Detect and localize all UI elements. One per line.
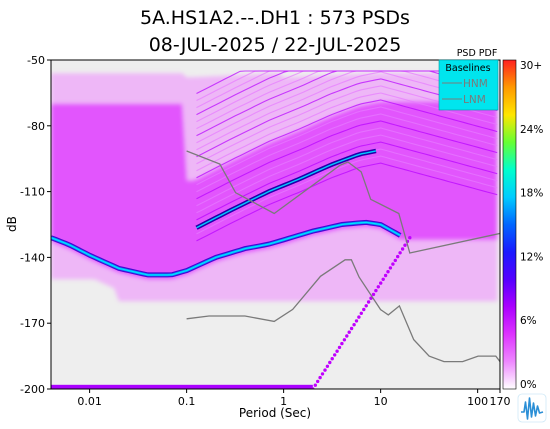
dotted-line-point (316, 379, 320, 384)
legend-box (438, 59, 499, 111)
y-tick-label: -110 (20, 186, 45, 199)
dotted-line-point (379, 281, 383, 285)
dotted-line (311, 236, 412, 389)
dotted-line-point (342, 338, 347, 342)
colorbar-tick-label: 0% (520, 379, 537, 391)
pdf-streak (196, 106, 498, 186)
pdf-streak (196, 162, 498, 242)
dotted-line-point (340, 341, 344, 346)
dotted-line-point (403, 243, 407, 247)
dotted-line-point (347, 330, 351, 334)
dotted-line-point (391, 262, 395, 266)
dotted-line-point (393, 258, 397, 263)
dotted-line-point (345, 334, 349, 338)
y-tick-label: -140 (20, 251, 45, 264)
colorbar: PSD PDF 30+ 24% 18% 12% 6% 0% (457, 48, 544, 391)
floor-band (51, 384, 313, 389)
colorbar-tick-label: 24% (520, 124, 543, 136)
dotted-line-point (349, 326, 354, 331)
plot-frame (50, 59, 501, 390)
pdf-streak (196, 120, 498, 200)
logo (517, 393, 547, 423)
x-tick-label: 170 (490, 395, 511, 408)
colorbar-tick-label: 18% (520, 188, 543, 200)
dotted-line-point (408, 236, 412, 240)
x-axis: 0.01 0.1 1 10 100 170 (77, 389, 511, 408)
y-axis: -50 -80 -110 -140 -170 -200 (20, 54, 51, 396)
x-tick-label: 0.1 (178, 395, 196, 408)
upper-band-core (196, 150, 377, 229)
y-tick-label: -200 (20, 383, 45, 396)
pdf-streak (196, 92, 498, 172)
pdf-streak (196, 127, 498, 207)
dotted-line-point (398, 251, 402, 255)
dotted-line-point (333, 353, 337, 357)
colorbar-tick-label: 30+ (520, 60, 542, 72)
dotted-line-point (359, 311, 363, 315)
y-axis-label: dB (5, 216, 19, 232)
pdf-streak (196, 141, 498, 221)
dotted-line-point (354, 319, 359, 323)
y-tick-label: -50 (27, 54, 45, 67)
y-tick-label: -80 (27, 120, 45, 133)
legend-hnm-label: HNM (463, 78, 488, 90)
mode-band-core (51, 221, 401, 276)
x-tick-label: 10 (374, 395, 388, 408)
dotted-line-point (318, 375, 322, 380)
x-tick-label: 0.01 (77, 395, 102, 408)
dotted-line-point (320, 372, 325, 376)
x-axis-label: Period (Sec) (239, 406, 311, 420)
x-tick-label: 1 (280, 395, 287, 408)
pdf-streak (196, 99, 498, 179)
dotted-line-point (366, 300, 371, 304)
dotted-line-point (388, 266, 393, 270)
dotted-line-point (376, 285, 380, 289)
colorbar-title: PSD PDF (457, 48, 498, 59)
dotted-line-point (357, 315, 361, 319)
colorbar-tick-label: 6% (520, 315, 537, 327)
pdf-streak (196, 134, 498, 214)
pdf-streak (196, 113, 498, 193)
legend-title: Baselines (445, 63, 490, 74)
dotted-line-point (383, 273, 388, 278)
dotted-line-point (386, 270, 390, 274)
legend: Baselines HNM LNM (438, 59, 499, 111)
dotted-line-point (371, 292, 376, 297)
colorbar-gradient (502, 59, 517, 390)
chart-subtitle: 08-JUL-2025 / 22-JUL-2025 (149, 34, 402, 56)
dotted-line-point (335, 349, 339, 353)
pdf-streak (196, 155, 498, 235)
dotted-line-point (325, 364, 330, 368)
chart-title: 5A.HS1A2.--.DH1 : 573 PSDs (140, 7, 410, 29)
dotted-line-point (381, 277, 385, 281)
dotted-line-point (337, 345, 342, 350)
colorbar-tick-label: 12% (520, 251, 543, 263)
mode-band (51, 219, 402, 278)
dotted-line-point (364, 304, 368, 308)
legend-lnm-label: LNM (463, 94, 486, 106)
dotted-line-point (313, 383, 317, 387)
dotted-line-point (400, 247, 405, 251)
y-tick-label: -170 (20, 317, 45, 330)
dotted-line-point (328, 360, 332, 365)
dotted-line-point (362, 307, 366, 312)
logo-waveform-icon (521, 397, 544, 420)
dotted-line-point (374, 288, 378, 293)
dotted-line-point (396, 254, 400, 259)
dotted-line-point (323, 368, 327, 372)
hnm-line (186, 150, 500, 254)
dotted-line-point (330, 357, 334, 361)
x-tick-label: 100 (467, 395, 488, 408)
lnm-line (186, 259, 500, 363)
dotted-line-point (352, 323, 356, 327)
upper-band (195, 148, 377, 230)
